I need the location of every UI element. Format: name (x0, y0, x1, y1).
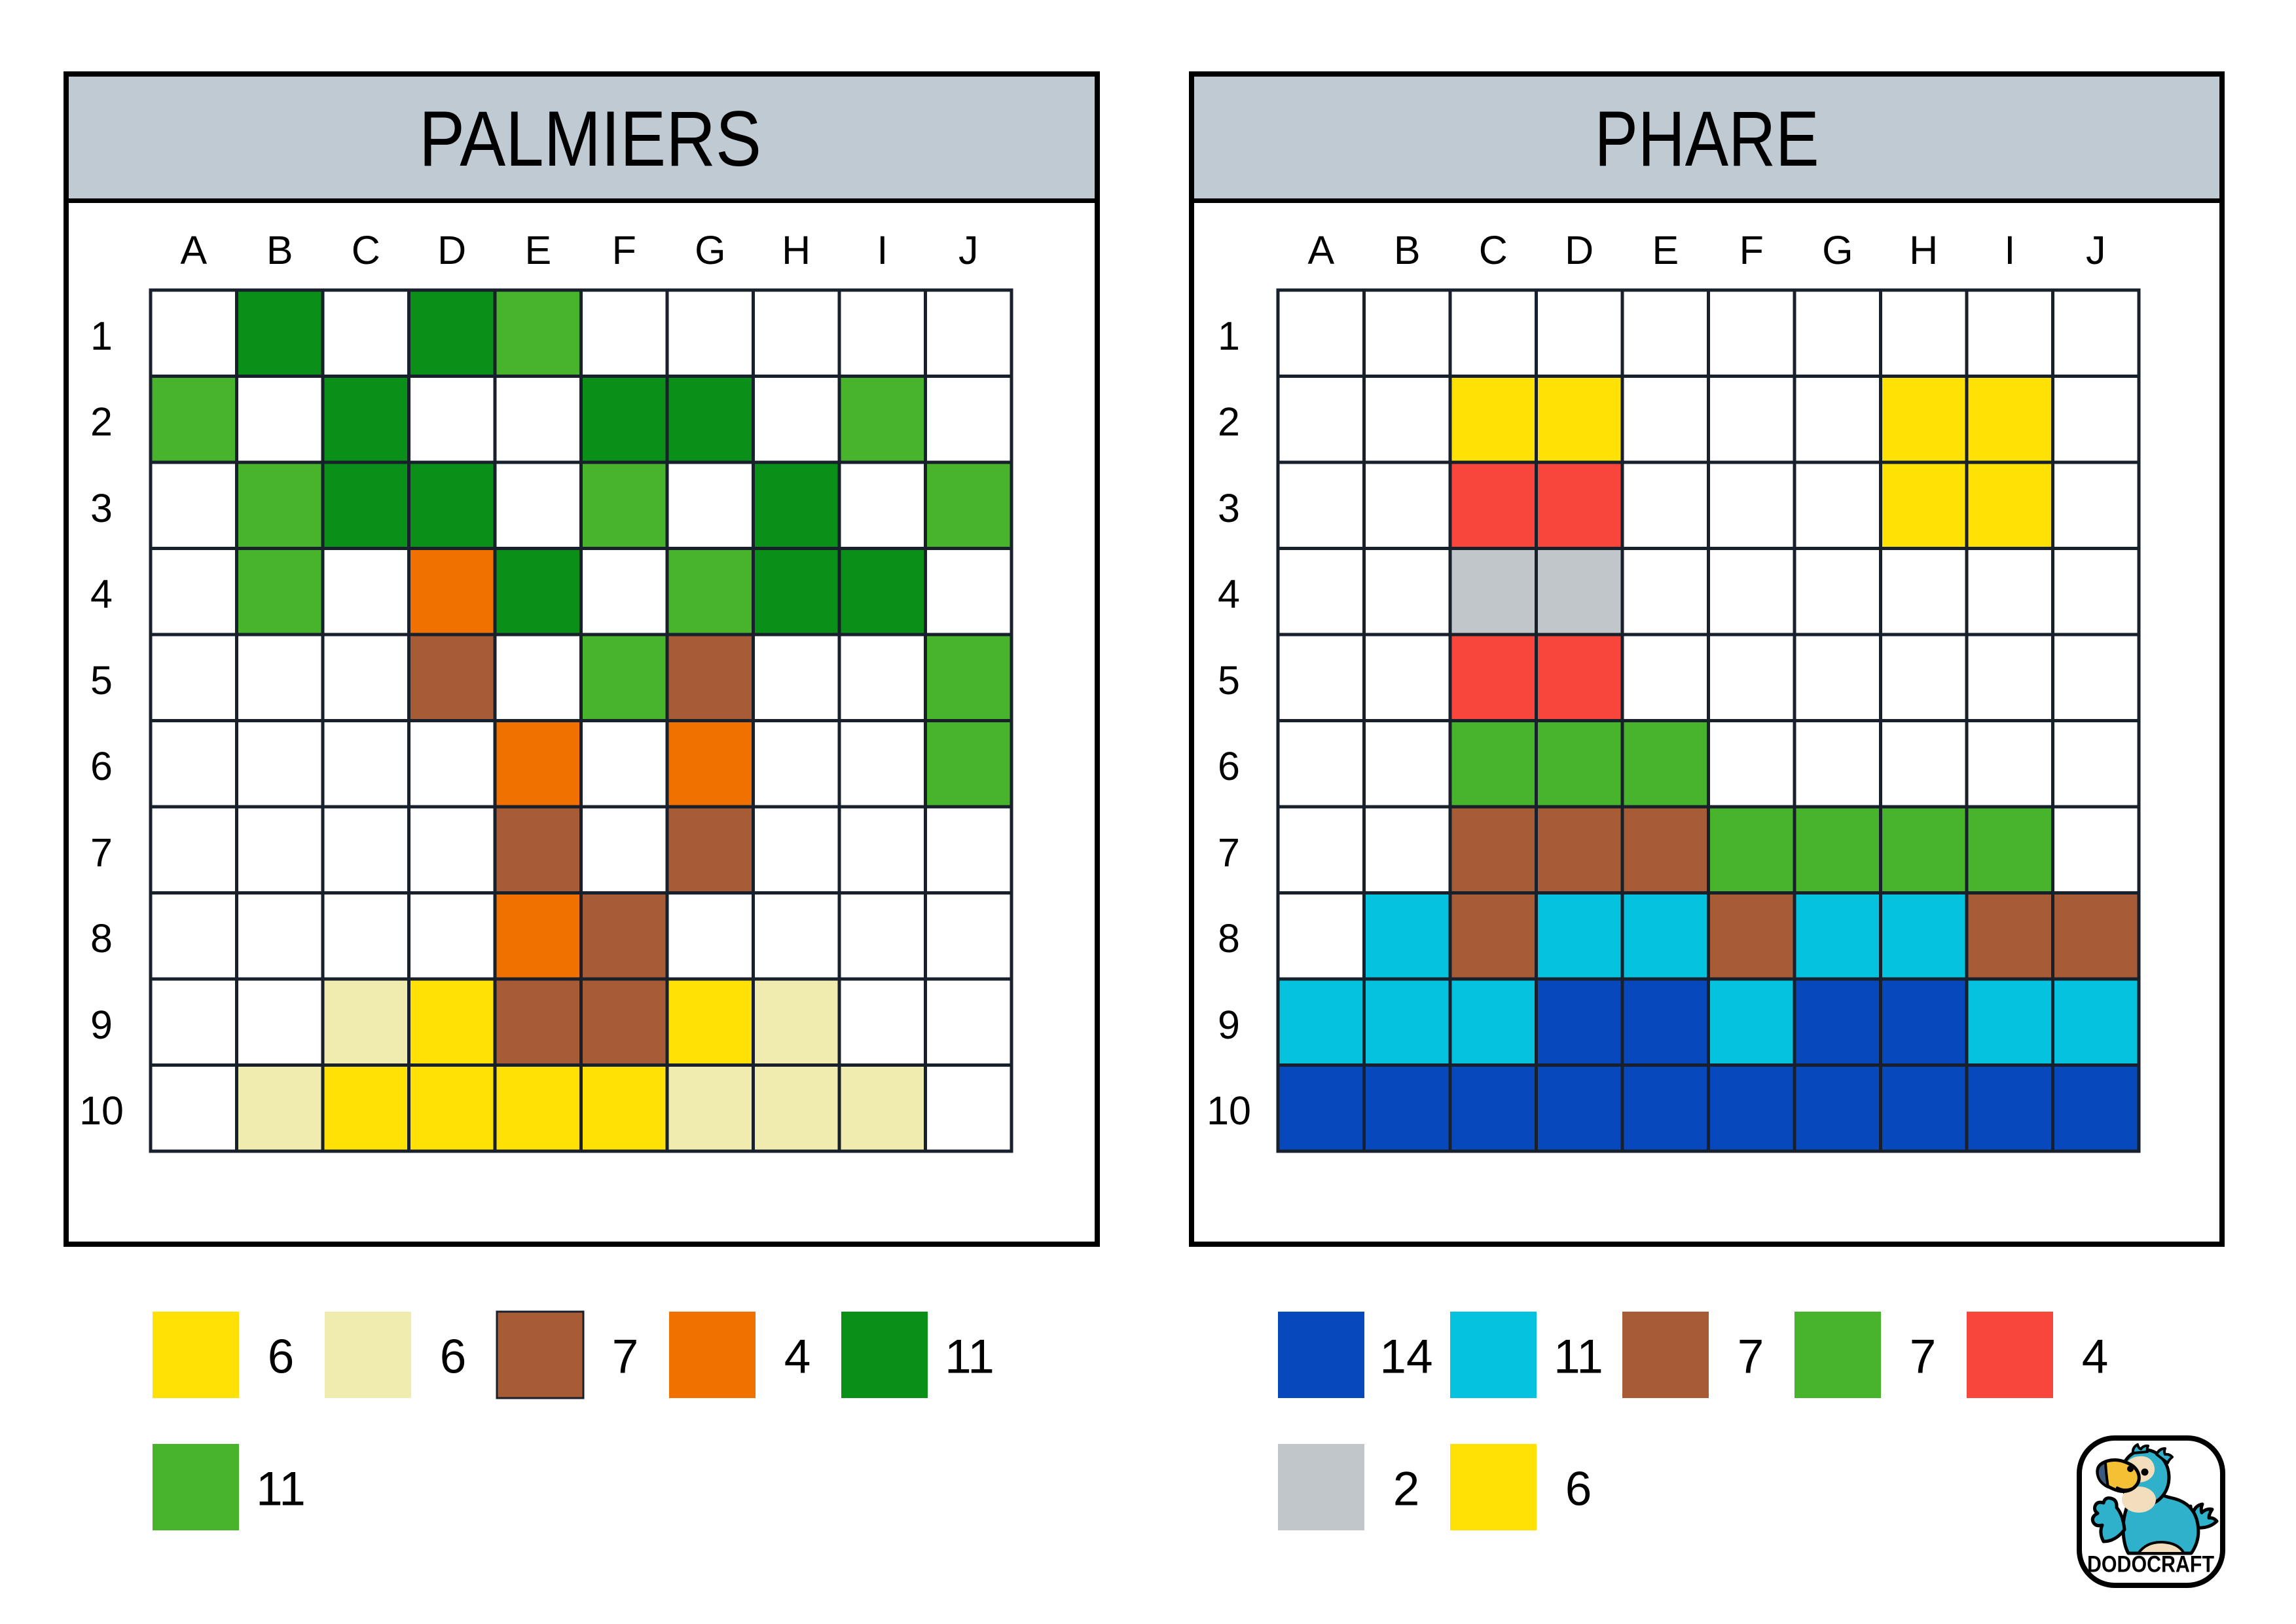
svg-text:4: 4 (2082, 1331, 2109, 1384)
svg-text:7: 7 (90, 830, 113, 875)
svg-text:11: 11 (256, 1463, 306, 1516)
svg-text:H: H (782, 228, 811, 272)
svg-text:D: D (437, 228, 466, 272)
svg-text:6: 6 (440, 1331, 467, 1384)
svg-text:E: E (524, 228, 551, 272)
svg-text:A: A (1307, 228, 1334, 272)
svg-text:3: 3 (1218, 486, 1240, 530)
svg-text:6: 6 (1218, 744, 1240, 788)
svg-text:4: 4 (90, 572, 113, 616)
svg-text:H: H (1909, 228, 1938, 272)
svg-text:B: B (266, 228, 293, 272)
svg-text:6: 6 (1565, 1463, 1592, 1516)
svg-text:G: G (695, 228, 725, 272)
svg-text:I: I (2004, 228, 2015, 272)
svg-text:1: 1 (90, 314, 113, 358)
svg-text:11: 11 (945, 1331, 994, 1384)
svg-text:8: 8 (90, 916, 113, 961)
svg-text:F: F (1740, 228, 1764, 272)
svg-text:1: 1 (1218, 314, 1240, 358)
svg-text:4: 4 (784, 1331, 811, 1384)
svg-text:7: 7 (612, 1331, 639, 1384)
svg-text:B: B (1394, 228, 1421, 272)
svg-text:PALMIERS: PALMIERS (419, 95, 761, 183)
svg-text:6: 6 (268, 1331, 295, 1384)
svg-text:5: 5 (1218, 658, 1240, 703)
svg-text:I: I (877, 228, 888, 272)
svg-text:G: G (1822, 228, 1853, 272)
svg-text:7: 7 (1738, 1331, 1764, 1384)
svg-text:11: 11 (1554, 1331, 1603, 1384)
svg-text:2: 2 (90, 399, 113, 444)
svg-text:J: J (2086, 228, 2106, 272)
svg-text:6: 6 (90, 744, 113, 788)
svg-text:9: 9 (1218, 1003, 1240, 1047)
svg-text:7: 7 (1218, 830, 1240, 875)
svg-text:F: F (612, 228, 636, 272)
svg-text:2: 2 (1218, 399, 1240, 444)
svg-text:5: 5 (90, 658, 113, 703)
svg-text:E: E (1652, 228, 1679, 272)
svg-text:9: 9 (90, 1003, 113, 1047)
svg-text:J: J (958, 228, 979, 272)
svg-text:PHARE: PHARE (1595, 95, 1819, 183)
svg-text:7: 7 (1910, 1331, 1937, 1384)
svg-text:2: 2 (1393, 1463, 1420, 1516)
svg-text:C: C (352, 228, 380, 272)
svg-text:14: 14 (1379, 1331, 1432, 1384)
svg-text:C: C (1479, 228, 1508, 272)
svg-text:10: 10 (79, 1088, 124, 1133)
svg-text:10: 10 (1207, 1088, 1251, 1133)
svg-text:4: 4 (1218, 572, 1240, 616)
svg-text:8: 8 (1218, 916, 1240, 961)
svg-text:D: D (1565, 228, 1594, 272)
svg-text:DODOCRAFT: DODOCRAFT (2087, 1552, 2214, 1578)
svg-text:A: A (180, 228, 207, 272)
svg-text:3: 3 (90, 486, 113, 530)
